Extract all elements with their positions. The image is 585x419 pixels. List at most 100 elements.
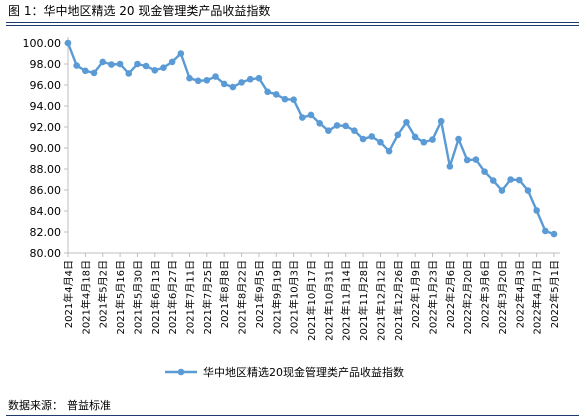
data-point xyxy=(515,176,523,184)
data-point xyxy=(429,136,436,143)
data-point xyxy=(151,67,159,74)
data-point xyxy=(90,69,98,77)
data-point xyxy=(550,230,558,238)
y-tick-label: 96.00 xyxy=(30,79,62,92)
data-point xyxy=(498,187,506,194)
data-point xyxy=(359,135,367,143)
data-point xyxy=(385,147,393,155)
x-tick-label: 2021年10月17日 xyxy=(305,260,318,341)
data-point xyxy=(212,73,219,80)
data-point xyxy=(420,138,428,146)
y-tick-label: 80.00 xyxy=(30,247,62,260)
x-axis: 2021年4月4日 2021年4月18日 2021年5月2日 2021年5月16日 20… xyxy=(62,252,561,341)
data-point xyxy=(446,163,454,170)
x-tick-label: 2022年3月20日 xyxy=(496,260,509,335)
data-point xyxy=(299,114,306,121)
y-tick-label: 82.00 xyxy=(30,226,62,239)
data-point xyxy=(290,96,297,103)
y-tick-label: 100.00 xyxy=(23,37,62,50)
data-point xyxy=(255,74,263,82)
source-value: 普益标准 xyxy=(67,399,111,412)
source-note: 数据来源： 普益标准 xyxy=(8,399,111,413)
y-tick-label: 98.00 xyxy=(30,58,62,71)
title-rule-bottom xyxy=(6,25,579,26)
x-tick-label: 2021年8月22日 xyxy=(236,260,249,335)
data-point xyxy=(472,156,480,163)
data-point xyxy=(542,227,549,235)
data-point xyxy=(394,131,402,139)
x-tick-label: 2021年5月16日 xyxy=(114,260,127,335)
data-point xyxy=(142,62,150,70)
x-tick-label: 2021年10月3日 xyxy=(288,260,301,335)
x-tick-label: 2021年10月31日 xyxy=(322,260,335,341)
figure-title: 图 1：华中地区精选 20 现金管理类产品收益指数 xyxy=(8,4,271,18)
y-tick-label: 94.00 xyxy=(30,100,62,113)
x-tick-label: 2022年2月20日 xyxy=(461,260,474,335)
data-point xyxy=(411,133,419,141)
x-tick-label: 2021年5月30日 xyxy=(131,260,144,335)
x-tick-label: 2021年6月27日 xyxy=(166,260,179,335)
x-tick-label: 2021年12月12日 xyxy=(374,260,387,341)
x-tick-label: 2021年11月14日 xyxy=(340,260,353,341)
data-point xyxy=(168,58,176,66)
x-tick-label: 2021年9月19日 xyxy=(270,260,283,335)
data-point xyxy=(463,156,471,164)
y-tick-label: 84.00 xyxy=(30,205,62,218)
x-tick-label: 2021年9月5日 xyxy=(253,260,266,328)
x-tick-label: 2021年7月11日 xyxy=(184,260,197,335)
y-axis: 80.00 82.00 84.00 86.00 88.00 90.00 92.00 94.00… xyxy=(23,37,69,260)
x-tick-label: 2022年3月6日 xyxy=(479,260,492,328)
data-point xyxy=(99,58,107,66)
x-tick-label: 2021年6月13日 xyxy=(149,260,162,335)
data-point xyxy=(333,122,341,129)
data-point xyxy=(203,76,211,84)
data-point xyxy=(220,80,228,88)
x-tick-label: 2022年1月23日 xyxy=(427,260,440,335)
x-tick-label: 2022年1月9日 xyxy=(409,260,422,328)
x-tick-label: 2021年4月18日 xyxy=(79,260,92,335)
data-point xyxy=(116,60,124,68)
x-tick-label: 2022年4月3日 xyxy=(513,260,526,328)
data-point xyxy=(481,168,488,175)
data-point xyxy=(455,135,462,143)
source-label: 数据来源： xyxy=(8,399,63,412)
y-tick-label: 92.00 xyxy=(30,121,62,134)
data-point xyxy=(316,120,323,127)
data-point xyxy=(533,207,540,214)
series-group xyxy=(64,39,558,238)
data-point xyxy=(281,95,289,103)
y-tick-label: 90.00 xyxy=(30,142,62,155)
x-tick-label: 2021年8月8日 xyxy=(218,260,231,328)
legend-label: 华中地区精选20现金管理类产品收益指数 xyxy=(203,365,404,379)
x-tick-label: 2021年4月4日 xyxy=(62,260,75,328)
x-tick-label: 2022年2月6日 xyxy=(444,260,457,328)
data-point xyxy=(73,62,80,69)
data-point xyxy=(351,127,358,134)
data-point xyxy=(437,117,445,125)
data-point xyxy=(125,70,133,77)
data-point xyxy=(272,91,280,98)
data-point xyxy=(108,61,115,68)
data-point xyxy=(160,64,167,71)
data-point xyxy=(64,39,72,47)
data-point xyxy=(524,187,532,194)
data-point xyxy=(342,122,350,130)
y-tick-label: 86.00 xyxy=(30,184,62,197)
data-point xyxy=(377,138,384,146)
x-tick-label: 2022年5月1日 xyxy=(548,260,561,328)
title-rule-top xyxy=(6,22,579,23)
data-point xyxy=(507,176,514,183)
y-tick-label: 88.00 xyxy=(30,163,62,176)
data-point xyxy=(194,77,202,85)
data-point xyxy=(186,74,193,82)
data-point xyxy=(238,79,245,86)
bottom-rule xyxy=(6,415,579,416)
data-point xyxy=(307,111,315,119)
x-tick-label: 2021年12月26日 xyxy=(392,260,405,341)
data-point xyxy=(403,118,410,126)
data-point xyxy=(489,177,497,184)
data-point xyxy=(134,60,141,68)
index-line-chart: 80.00 82.00 84.00 86.00 88.00 90.00 92.00 94.00… xyxy=(23,37,561,379)
data-point xyxy=(82,67,89,75)
legend-swatch-marker xyxy=(177,368,185,376)
